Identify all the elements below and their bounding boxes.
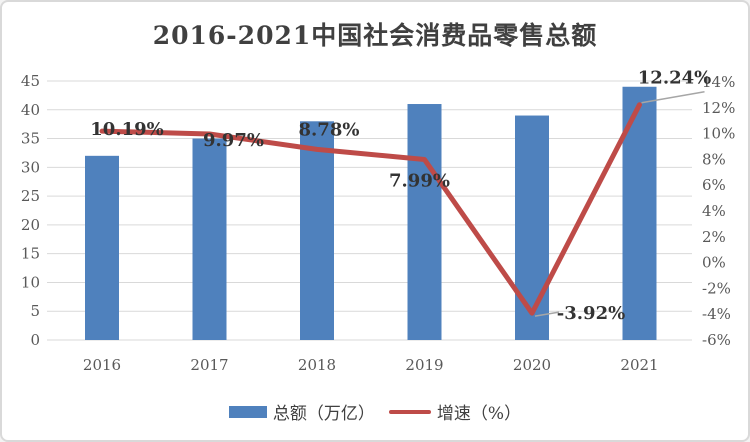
leader-line-2021 (641, 90, 705, 104)
bar-series-swatch-icon (228, 405, 267, 418)
y-axis-right-tick: -6% (702, 331, 731, 349)
y-axis-left-tick: 5 (30, 302, 40, 320)
x-axis-label: 2018 (298, 356, 336, 374)
y-axis-left-tick: 0 (30, 331, 40, 349)
growth-line (99, 102, 642, 316)
y-axis-left-tick: 25 (21, 187, 40, 205)
y-axis-right-tick: -4% (702, 305, 731, 323)
y-axis-right-tick: 0% (702, 254, 726, 272)
data-label-2018: 8.78% (299, 119, 360, 140)
bar-2016 (85, 155, 119, 340)
legend-item-bar-series: 总额（万亿） (228, 399, 375, 424)
y-axis-left-tick: 45 (21, 72, 40, 90)
x-axis-label: 2021 (620, 356, 658, 374)
bar-2020 (515, 115, 549, 341)
data-label-2020: -3.92% (557, 303, 625, 324)
y-axis-left-tick: 10 (21, 273, 40, 291)
x-axis-label: 2019 (405, 356, 443, 374)
y-axis-right-tick: 6% (702, 176, 726, 194)
leader-line-2020 (534, 311, 560, 317)
y-axis-left-tick: 20 (21, 216, 40, 234)
line-series-swatch-icon (388, 409, 431, 414)
legend-item-line-series: 增速（%） (388, 399, 522, 424)
y-axis-right-tick: 14% (702, 73, 735, 91)
bar-2019 (407, 104, 442, 341)
y-axis-left-tick: 35 (21, 130, 40, 148)
legend-label-line-series: 增速（%） (436, 404, 522, 424)
data-label-2017: 9.97% (203, 130, 264, 151)
y-axis-right-tick: 10% (702, 125, 735, 143)
y-axis-right-tick: 4% (702, 202, 726, 220)
data-label-2016: 10.19% (90, 119, 163, 140)
chart-title: 2016-2021中国社会消费品零售总额 (152, 21, 598, 50)
bar-2018 (300, 121, 334, 341)
y-axis-right-tick: 12% (702, 99, 735, 117)
data-label-2021: 12.24% (638, 68, 711, 89)
y-axis-right-tick: 2% (702, 228, 726, 246)
y-axis-left-tick: 30 (21, 158, 40, 176)
y-axis-left-tick: 15 (21, 245, 40, 263)
data-label-2019: 7.99% (389, 171, 450, 192)
legend-label-bar-series: 总额（万亿） (272, 404, 375, 424)
x-axis-label: 2016 (83, 356, 121, 374)
y-axis-left-tick: 40 (21, 101, 40, 119)
bar-2017 (192, 138, 227, 340)
y-axis-right-tick: 8% (702, 150, 726, 168)
legend: 总额（万亿） 增速（%） (2, 399, 748, 424)
x-axis-label: 2017 (190, 356, 228, 374)
x-axis-label: 2020 (513, 356, 551, 374)
y-axis-right-tick: -2% (702, 279, 731, 297)
